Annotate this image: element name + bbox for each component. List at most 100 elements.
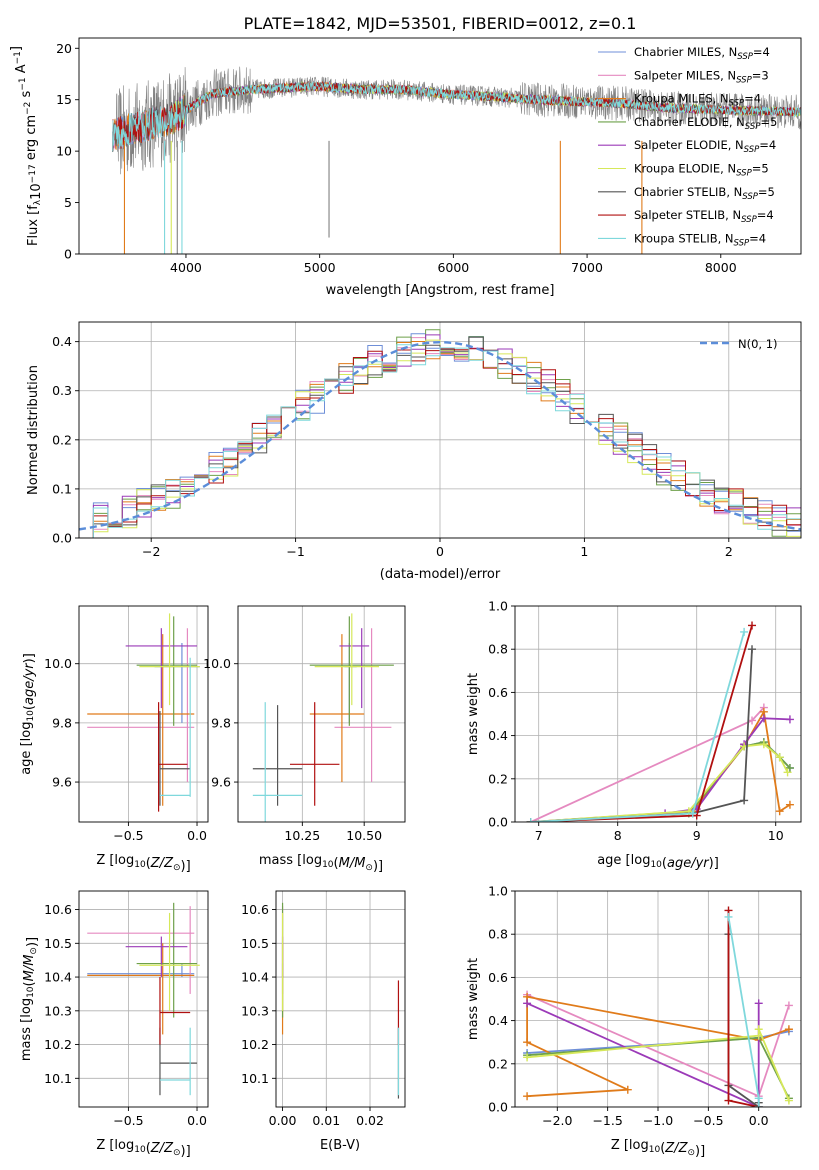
point-kroupa_elodie [139,912,200,1011]
spectrum-legend: Chabrier MILES, NSSP=4 Salpeter MILES, NS… [598,45,777,248]
point-kroupa_stelib [252,702,303,822]
y-tick-label: 9.8 [211,715,231,730]
x-tick-label: 7000 [571,260,603,275]
marker-kroupa_miles [775,807,784,816]
y-tick-label: 10 [56,144,72,159]
x-tick-label: 0 [436,544,444,559]
x-tick-label: −0.5 [113,828,143,843]
y-axis-label: mass weight [466,673,481,755]
marker-salpeter_elodie [759,714,768,723]
x-axis-label: wavelength [Angstrom, rest frame] [326,283,555,298]
marker-kroupa_miles [523,1092,532,1101]
y-tick-label: 0.1 [52,481,72,496]
y-tick-label: 10.3 [44,1003,72,1018]
y-tick-label: 0.8 [488,927,508,942]
marker-kroupa_elodie [523,1053,532,1062]
x-axis-label: age [log10(age/yr)] [597,853,719,871]
marker-kroupa_stelib [526,818,535,822]
legend-label-chabrier_stelib: Chabrier STELIB, NSSP=5 [634,185,775,202]
marker-chabrier_stelib [740,796,749,805]
marker-kroupa_elodie [754,1025,763,1034]
y-tick-label: 10.0 [44,656,72,671]
y-tick-label: 0.2 [488,1056,508,1071]
x-tick-label: −0.5 [113,1113,143,1128]
y-tick-label: 10.5 [44,936,72,951]
y-tick-label: 10.1 [241,1071,269,1086]
x-tick-label: 2 [725,544,733,559]
point-kroupa_stelib [159,1027,191,1096]
y-tick-label: 10.6 [241,902,269,917]
z_age-plot-area [79,606,208,822]
point-salpeter_stelib [159,977,191,1045]
marker-kroupa_elodie [784,1096,793,1105]
marker-salpeter_miles [784,1001,793,1010]
z_age-frame [78,605,209,823]
y-axis-label: Normed distribution [26,365,41,495]
y-tick-label: 10.4 [44,970,72,985]
z_mass-frame [78,890,209,1108]
ebv_mass-plot-area [276,891,405,1107]
marker-salpeter_elodie [785,715,794,724]
y-tick-label: 5 [64,195,72,210]
x-tick-label: 10.50 [346,828,382,843]
x-tick-label: 0.0 [187,828,207,843]
series-salpeter_miles [526,703,768,822]
point-chabrier_stelib [252,705,303,806]
marker-salpeter_stelib [748,621,757,630]
legend-label-gauss: N(0, 1) [738,337,778,351]
y-tick-label: 0 [64,247,72,262]
y-tick-label: 0.6 [488,685,508,700]
z_mass-plot-area [79,891,208,1107]
x-tick-label: 0.0 [187,1113,207,1128]
marker-kroupa_miles [785,800,794,809]
marker-kroupa_elodie [775,753,784,762]
point-kroupa_miles [309,634,365,783]
x-tick-label: −0.5 [693,1113,723,1128]
y-axis-label: mass [log10(M/M⊙)] [19,937,40,1061]
spectrum-plot-area [112,66,801,254]
x-tick-label: −1 [286,544,304,559]
point-salpeter_miles [334,628,392,783]
x-tick-label: 8 [614,828,622,843]
y-tick-label: 9.6 [52,775,72,790]
point-salpeter_miles [87,906,195,994]
age_weight-plot-area [515,606,801,822]
x-tick-label: 10 [768,828,784,843]
mass_age-frame [237,605,406,823]
point-kroupa_stelib [159,657,191,797]
line-chabrier_miles [530,741,791,822]
marker-kroupa_miles [623,1085,632,1094]
marker-kroupa_stelib [740,627,749,636]
point-salpeter_stelib [157,702,188,812]
x-tick-label: 8000 [705,260,737,275]
line-kroupa_miles [526,995,790,1098]
z_mass-panel: −0.5 0.0 10.1 10.2 10.3 10.4 10.5 10.6 Z [log10(… [19,890,209,1159]
x-tick-label: 9 [693,828,701,843]
y-tick-label: 0.0 [488,815,508,830]
x-tick-label: −1.0 [643,1113,673,1128]
x-tick-label: 1 [580,544,588,559]
point-chabrier_miles [344,642,357,723]
z_weight-plot-area [515,891,801,1107]
point-salpeter_miles [87,628,195,783]
x-axis-label: mass [log10(M/M⊙)] [259,853,383,874]
series-kroupa_miles [523,992,793,1101]
y-tick-label: 0.8 [488,642,508,657]
y-tick-label: 10.5 [241,936,269,951]
point-chabrier_stelib [159,711,191,806]
marker-chabrier_elodie [785,764,794,772]
y-tick-label: 1.0 [488,884,508,899]
point-chabrier_elodie [136,902,198,1018]
y-tick-label: 0.4 [52,334,72,349]
legend-label-salpeter_stelib: Salpeter STELIB, NSSP=4 [634,208,774,225]
point-salpeter_stelib [289,702,340,806]
legend-label-kroupa_miles: Kroupa MILES, NSSP=4 [634,92,761,109]
x-axis-label: E(B-V) [320,1138,360,1153]
x-axis-label: Z [log10(Z/Z⊙)] [611,1138,705,1159]
ebv_mass-frame [275,890,406,1108]
marker-salpeter_elodie [754,999,763,1008]
y-tick-label: 15 [56,92,72,107]
chart-title: PLATE=1842, MJD=53501, FIBERID=0012, z=0… [244,14,637,33]
y-tick-label: 10.6 [44,902,72,917]
marker-chabrier_stelib [748,645,757,654]
